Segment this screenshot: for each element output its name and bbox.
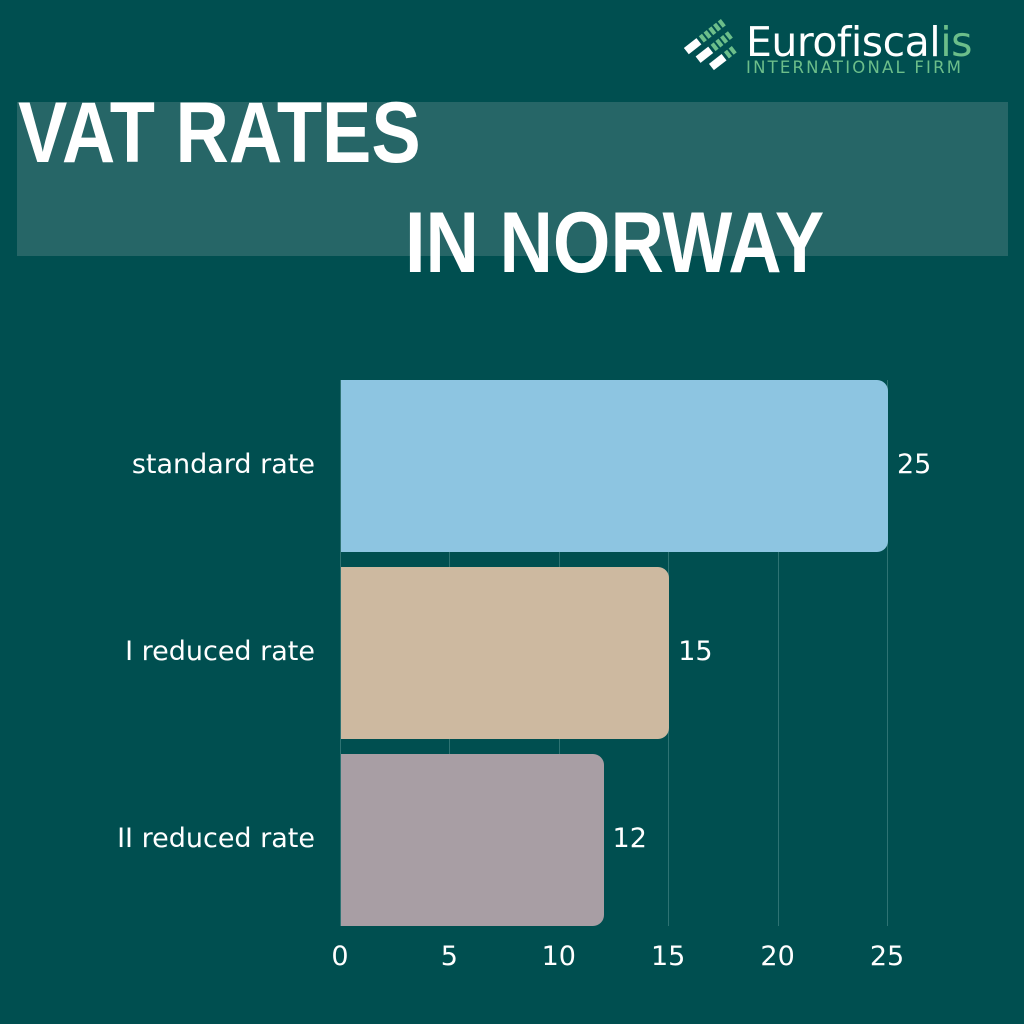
brand-name: Eurofiscalis <box>746 20 972 64</box>
brand-logo: Eurofiscalis INTERNATIONAL FIRM <box>684 12 1014 82</box>
category-label: II reduced rate <box>117 823 315 854</box>
gridline <box>777 380 779 926</box>
x-tick-label: 0 <box>331 941 349 972</box>
title-band <box>17 102 1008 256</box>
bar <box>341 754 604 926</box>
brand-name-accent: is <box>940 18 972 66</box>
x-tick-label: 15 <box>651 941 686 972</box>
x-tick-label: 10 <box>541 941 576 972</box>
y-axis-line <box>340 380 341 926</box>
value-label: 25 <box>897 449 932 480</box>
bar <box>341 380 888 552</box>
page-title-line-1: VAT RATES <box>18 85 421 181</box>
brand-name-main: Eurofiscal <box>746 18 941 66</box>
brand-tagline: INTERNATIONAL FIRM <box>746 58 964 77</box>
category-label: standard rate <box>131 449 315 480</box>
x-tick-label: 5 <box>440 941 458 972</box>
gridline <box>887 380 888 926</box>
page-title-line-2: IN NORWAY <box>405 195 825 291</box>
eurofiscalis-logo-icon <box>684 19 737 71</box>
value-label: 12 <box>612 823 647 854</box>
value-label: 15 <box>678 636 713 667</box>
bar <box>341 567 670 739</box>
x-tick-label: 20 <box>760 941 795 972</box>
category-label: I reduced rate <box>125 636 315 667</box>
x-tick-label: 25 <box>869 941 905 972</box>
